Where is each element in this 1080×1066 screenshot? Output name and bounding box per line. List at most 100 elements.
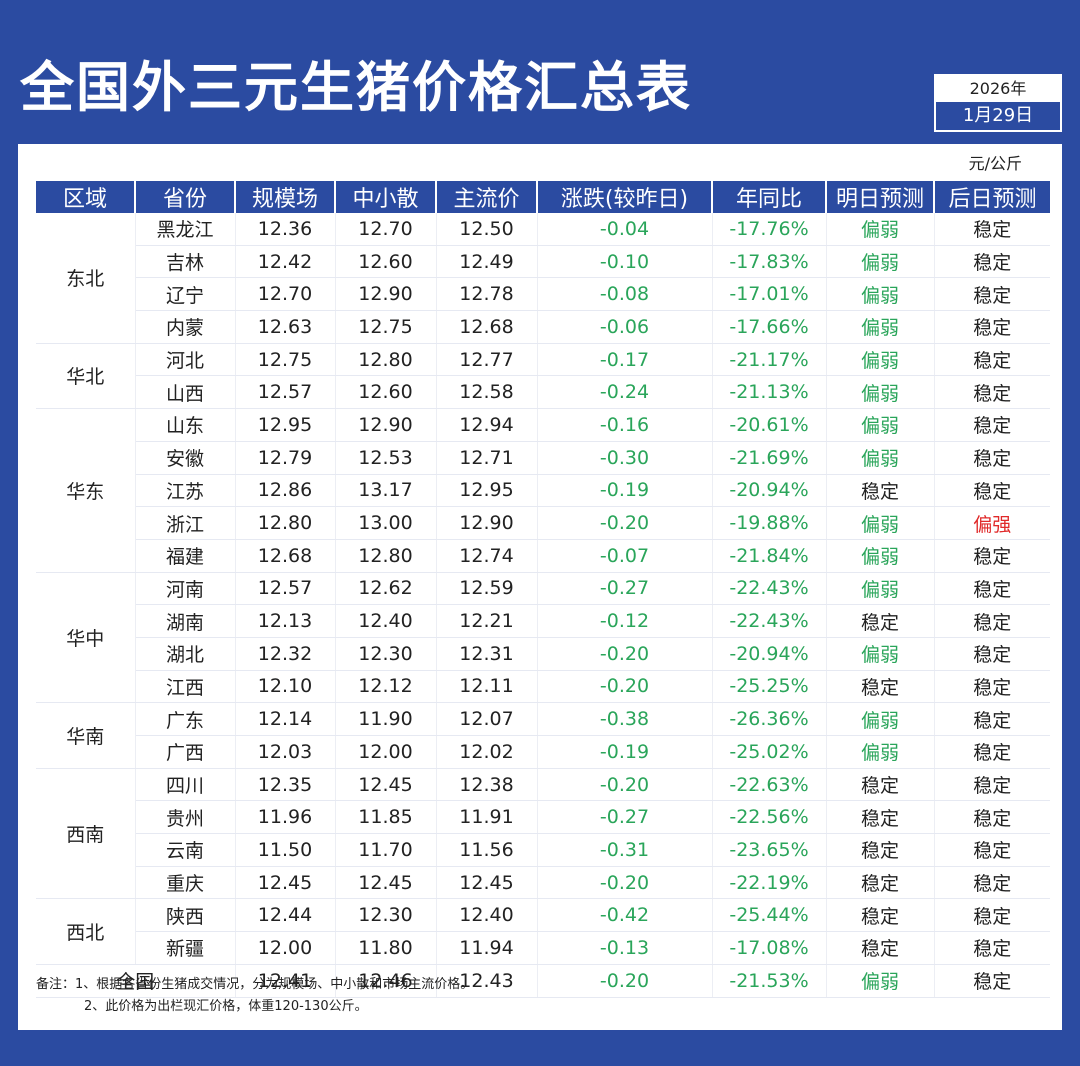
mainstream-price: 12.11	[436, 670, 538, 704]
region-cell: 西南	[36, 768, 136, 900]
mainstream-price: 12.43	[436, 964, 538, 998]
tomorrow-forecast: 偏弱	[826, 310, 935, 344]
table-row: 云南 11.50 11.70 11.56 -0.31 -23.65% 稳定 稳定	[36, 833, 1050, 867]
yoy-change: -22.63%	[712, 768, 827, 802]
tomorrow-forecast: 偏弱	[826, 245, 935, 279]
daily-change: -0.20	[537, 768, 713, 802]
tomorrow-forecast: 偏弱	[826, 964, 935, 998]
table-row: 江苏 12.86 13.17 12.95 -0.19 -20.94% 稳定 稳定	[36, 474, 1050, 508]
daily-change: -0.20	[537, 866, 713, 900]
mainstream-price: 12.71	[436, 441, 538, 475]
province-cell: 辽宁	[135, 277, 236, 312]
mainstream-price: 12.31	[436, 637, 538, 671]
day-after-forecast: 稳定	[934, 800, 1050, 835]
table-row: 浙江 12.80 13.00 12.90 -0.20 -19.88% 偏弱 偏强	[36, 506, 1050, 540]
large-farm-price: 12.42	[235, 245, 336, 279]
tomorrow-forecast: 稳定	[826, 604, 935, 638]
large-farm-price: 12.79	[235, 441, 336, 475]
yoy-change: -17.76%	[712, 213, 827, 246]
column-header: 规模场	[235, 181, 336, 213]
tomorrow-forecast: 偏弱	[826, 375, 935, 410]
mainstream-price: 12.50	[436, 213, 538, 246]
province-cell: 广西	[135, 735, 236, 769]
province-cell: 陕西	[135, 898, 236, 933]
table-row: 湖南 12.13 12.40 12.21 -0.12 -22.43% 稳定 稳定	[36, 604, 1050, 638]
tomorrow-forecast: 偏弱	[826, 441, 935, 475]
day-after-forecast: 稳定	[934, 702, 1050, 736]
province-cell: 贵州	[135, 800, 236, 835]
national-label: 全国	[36, 964, 236, 998]
day-after-forecast: 稳定	[934, 931, 1050, 965]
small-farm-price: 12.45	[335, 768, 437, 802]
tomorrow-forecast: 偏弱	[826, 277, 935, 312]
table-row: 湖北 12.32 12.30 12.31 -0.20 -20.94% 偏弱 稳定	[36, 637, 1050, 671]
daily-change: -0.20	[537, 506, 713, 540]
tomorrow-forecast: 偏弱	[826, 213, 935, 246]
small-farm-price: 12.12	[335, 670, 437, 704]
date-box: 2026年 1月29日	[934, 74, 1062, 132]
table-row: 江西 12.10 12.12 12.11 -0.20 -25.25% 稳定 稳定	[36, 670, 1050, 704]
day-after-forecast: 稳定	[934, 768, 1050, 802]
mainstream-price: 12.02	[436, 735, 538, 769]
small-farm-price: 12.90	[335, 277, 437, 312]
small-farm-price: 12.53	[335, 441, 437, 475]
table-row: 西南 四川 12.35 12.45 12.38 -0.20 -22.63% 稳定 稳定	[36, 768, 1050, 900]
small-farm-price: 12.70	[335, 213, 437, 246]
province-cell: 山西	[135, 375, 236, 410]
small-farm-price: 12.80	[335, 539, 437, 573]
day-after-forecast: 稳定	[934, 441, 1050, 475]
large-farm-price: 12.10	[235, 670, 336, 704]
large-farm-price: 12.13	[235, 604, 336, 638]
small-farm-price: 11.85	[335, 800, 437, 835]
yoy-change: -21.84%	[712, 539, 827, 573]
day-after-forecast: 稳定	[934, 735, 1050, 769]
large-farm-price: 12.63	[235, 310, 336, 344]
mainstream-price: 11.91	[436, 800, 538, 835]
table-row: 华北 河北 12.75 12.80 12.77 -0.17 -21.17% 偏弱 稳定	[36, 343, 1050, 410]
region-cell: 东北	[36, 213, 136, 344]
region-cell: 华南	[36, 702, 136, 769]
tomorrow-forecast: 稳定	[826, 931, 935, 965]
mainstream-price: 12.07	[436, 702, 538, 736]
daily-change: -0.27	[537, 572, 713, 606]
daily-change: -0.38	[537, 702, 713, 736]
yoy-change: -22.43%	[712, 604, 827, 638]
day-after-forecast: 稳定	[934, 343, 1050, 377]
small-farm-price: 13.00	[335, 506, 437, 540]
tomorrow-forecast: 偏弱	[826, 506, 935, 540]
small-farm-price: 12.75	[335, 310, 437, 344]
day-after-forecast: 稳定	[934, 866, 1050, 900]
small-farm-price: 12.46	[335, 964, 437, 998]
large-farm-price: 12.68	[235, 539, 336, 573]
small-farm-price: 12.60	[335, 245, 437, 279]
tomorrow-forecast: 偏弱	[826, 572, 935, 606]
daily-change: -0.19	[537, 474, 713, 508]
small-farm-price: 12.00	[335, 735, 437, 769]
large-farm-price: 12.00	[235, 931, 336, 965]
province-cell: 云南	[135, 833, 236, 867]
table-body: 东北 黑龙江 12.36 12.70 12.50 -0.04 -17.76% 偏弱 稳定 吉林 12…	[36, 213, 1050, 998]
yoy-change: -20.61%	[712, 408, 827, 442]
daily-change: -0.07	[537, 539, 713, 573]
column-header: 主流价	[436, 181, 538, 213]
mainstream-price: 12.40	[436, 898, 538, 933]
province-cell: 湖北	[135, 637, 236, 671]
day-after-forecast: 稳定	[934, 898, 1050, 933]
table-row: 重庆 12.45 12.45 12.45 -0.20 -22.19% 稳定 稳定	[36, 866, 1050, 900]
price-table: 区域 省份 规模场 中小散 主流价 涨跌(较昨日) 年同比 明日预测 后日预测 东北 黑龙江 12.…	[36, 181, 1050, 998]
day-after-forecast: 稳定	[934, 637, 1050, 671]
day-after-forecast: 稳定	[934, 964, 1050, 998]
mainstream-price: 11.56	[436, 833, 538, 867]
mainstream-price: 12.95	[436, 474, 538, 508]
large-farm-price: 12.14	[235, 702, 336, 736]
yoy-change: -20.94%	[712, 637, 827, 671]
large-farm-price: 12.35	[235, 768, 336, 802]
table-row: 华南 广东 12.14 11.90 12.07 -0.38 -26.36% 偏弱 稳定	[36, 702, 1050, 769]
daily-change: -0.17	[537, 343, 713, 377]
table-row: 辽宁 12.70 12.90 12.78 -0.08 -17.01% 偏弱 稳定	[36, 277, 1050, 312]
tomorrow-forecast: 偏弱	[826, 735, 935, 769]
daily-change: -0.24	[537, 375, 713, 410]
column-header: 中小散	[335, 181, 437, 213]
yoy-change: -22.56%	[712, 800, 827, 835]
day-after-forecast: 稳定	[934, 408, 1050, 442]
